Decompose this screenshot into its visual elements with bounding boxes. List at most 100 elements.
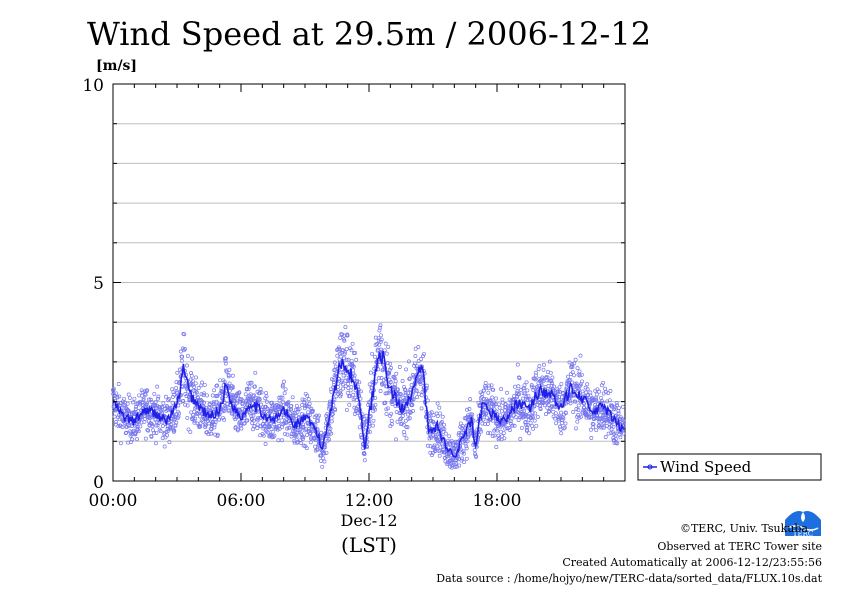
data-point [188,382,193,387]
data-point [456,432,461,437]
data-point [395,419,400,424]
data-point [156,394,161,399]
data-point [586,392,590,397]
data-point [415,395,420,400]
data-point [252,384,257,389]
data-point [305,404,310,409]
data-point [389,411,394,416]
data-point [344,357,349,362]
data-point [561,391,566,396]
data-point [573,399,578,404]
data-point [606,431,611,436]
data-point [462,460,467,465]
data-point [608,389,613,393]
data-point [419,357,424,361]
data-point [345,333,350,338]
data-point [344,407,349,412]
data-point [171,390,176,395]
data-point [227,381,232,386]
data-point [281,399,285,404]
data-point [114,420,119,424]
data-point [603,435,608,439]
data-point [252,424,257,429]
data-point [257,397,262,402]
data-point [450,462,455,467]
data-point [350,341,355,346]
data-point [440,420,445,424]
data-point [553,411,558,416]
data-point [252,393,256,398]
data-point [118,441,123,446]
data-point [527,431,532,436]
data-point [150,424,155,429]
data-point [282,391,287,396]
footer-observed: Observed at TERC Tower site [657,540,822,553]
data-point [574,381,579,386]
data-point [308,431,313,436]
data-point [496,402,501,407]
data-point [308,440,313,445]
data-point [468,397,473,402]
data-point [148,397,153,402]
x-tick-label-1200: 12:00 [345,491,394,511]
data-point [376,336,381,341]
data-point [153,399,158,404]
data-point [604,390,608,395]
data-point [530,410,535,415]
data-point [340,382,345,387]
data-point [250,396,255,401]
data-point [483,422,488,427]
data-point [531,387,536,392]
axis-ticks [112,83,626,482]
data-point [557,394,562,399]
data-point [583,407,588,412]
data-point [236,393,241,398]
data-point [347,402,352,407]
data-point [169,422,173,427]
data-point [167,440,172,445]
data-point [235,399,240,404]
data-point [154,423,159,428]
data-point [338,370,343,375]
data-point [562,425,567,430]
data-point [206,432,211,437]
data-point [591,422,596,427]
data-point [416,345,421,349]
data-point [524,394,529,399]
data-point [222,417,227,422]
data-point [289,434,294,439]
data-point [437,411,442,416]
data-point [435,401,440,406]
data-point [126,392,131,397]
data-point [442,422,447,427]
data-point [264,394,269,399]
data-point [393,437,398,442]
data-point [185,403,190,408]
data-point [378,325,383,330]
data-point [160,404,165,409]
data-point [606,414,611,419]
data-point [212,425,217,430]
data-point [287,425,292,430]
data-point [516,384,521,389]
data-point [155,384,160,389]
data-point [245,401,250,406]
data-point [223,361,228,366]
data-point [465,407,470,412]
data-point [534,423,539,428]
data-point [162,430,167,435]
data-point [345,390,350,395]
data-point [609,424,614,429]
data-point [241,421,246,426]
data-point [132,410,136,415]
data-point [327,437,332,442]
data-point [259,390,264,395]
data-point [413,346,418,351]
data-point [617,405,621,410]
data-point [165,433,170,438]
data-point [348,394,353,399]
data-point [402,387,407,392]
data-point [196,386,201,390]
